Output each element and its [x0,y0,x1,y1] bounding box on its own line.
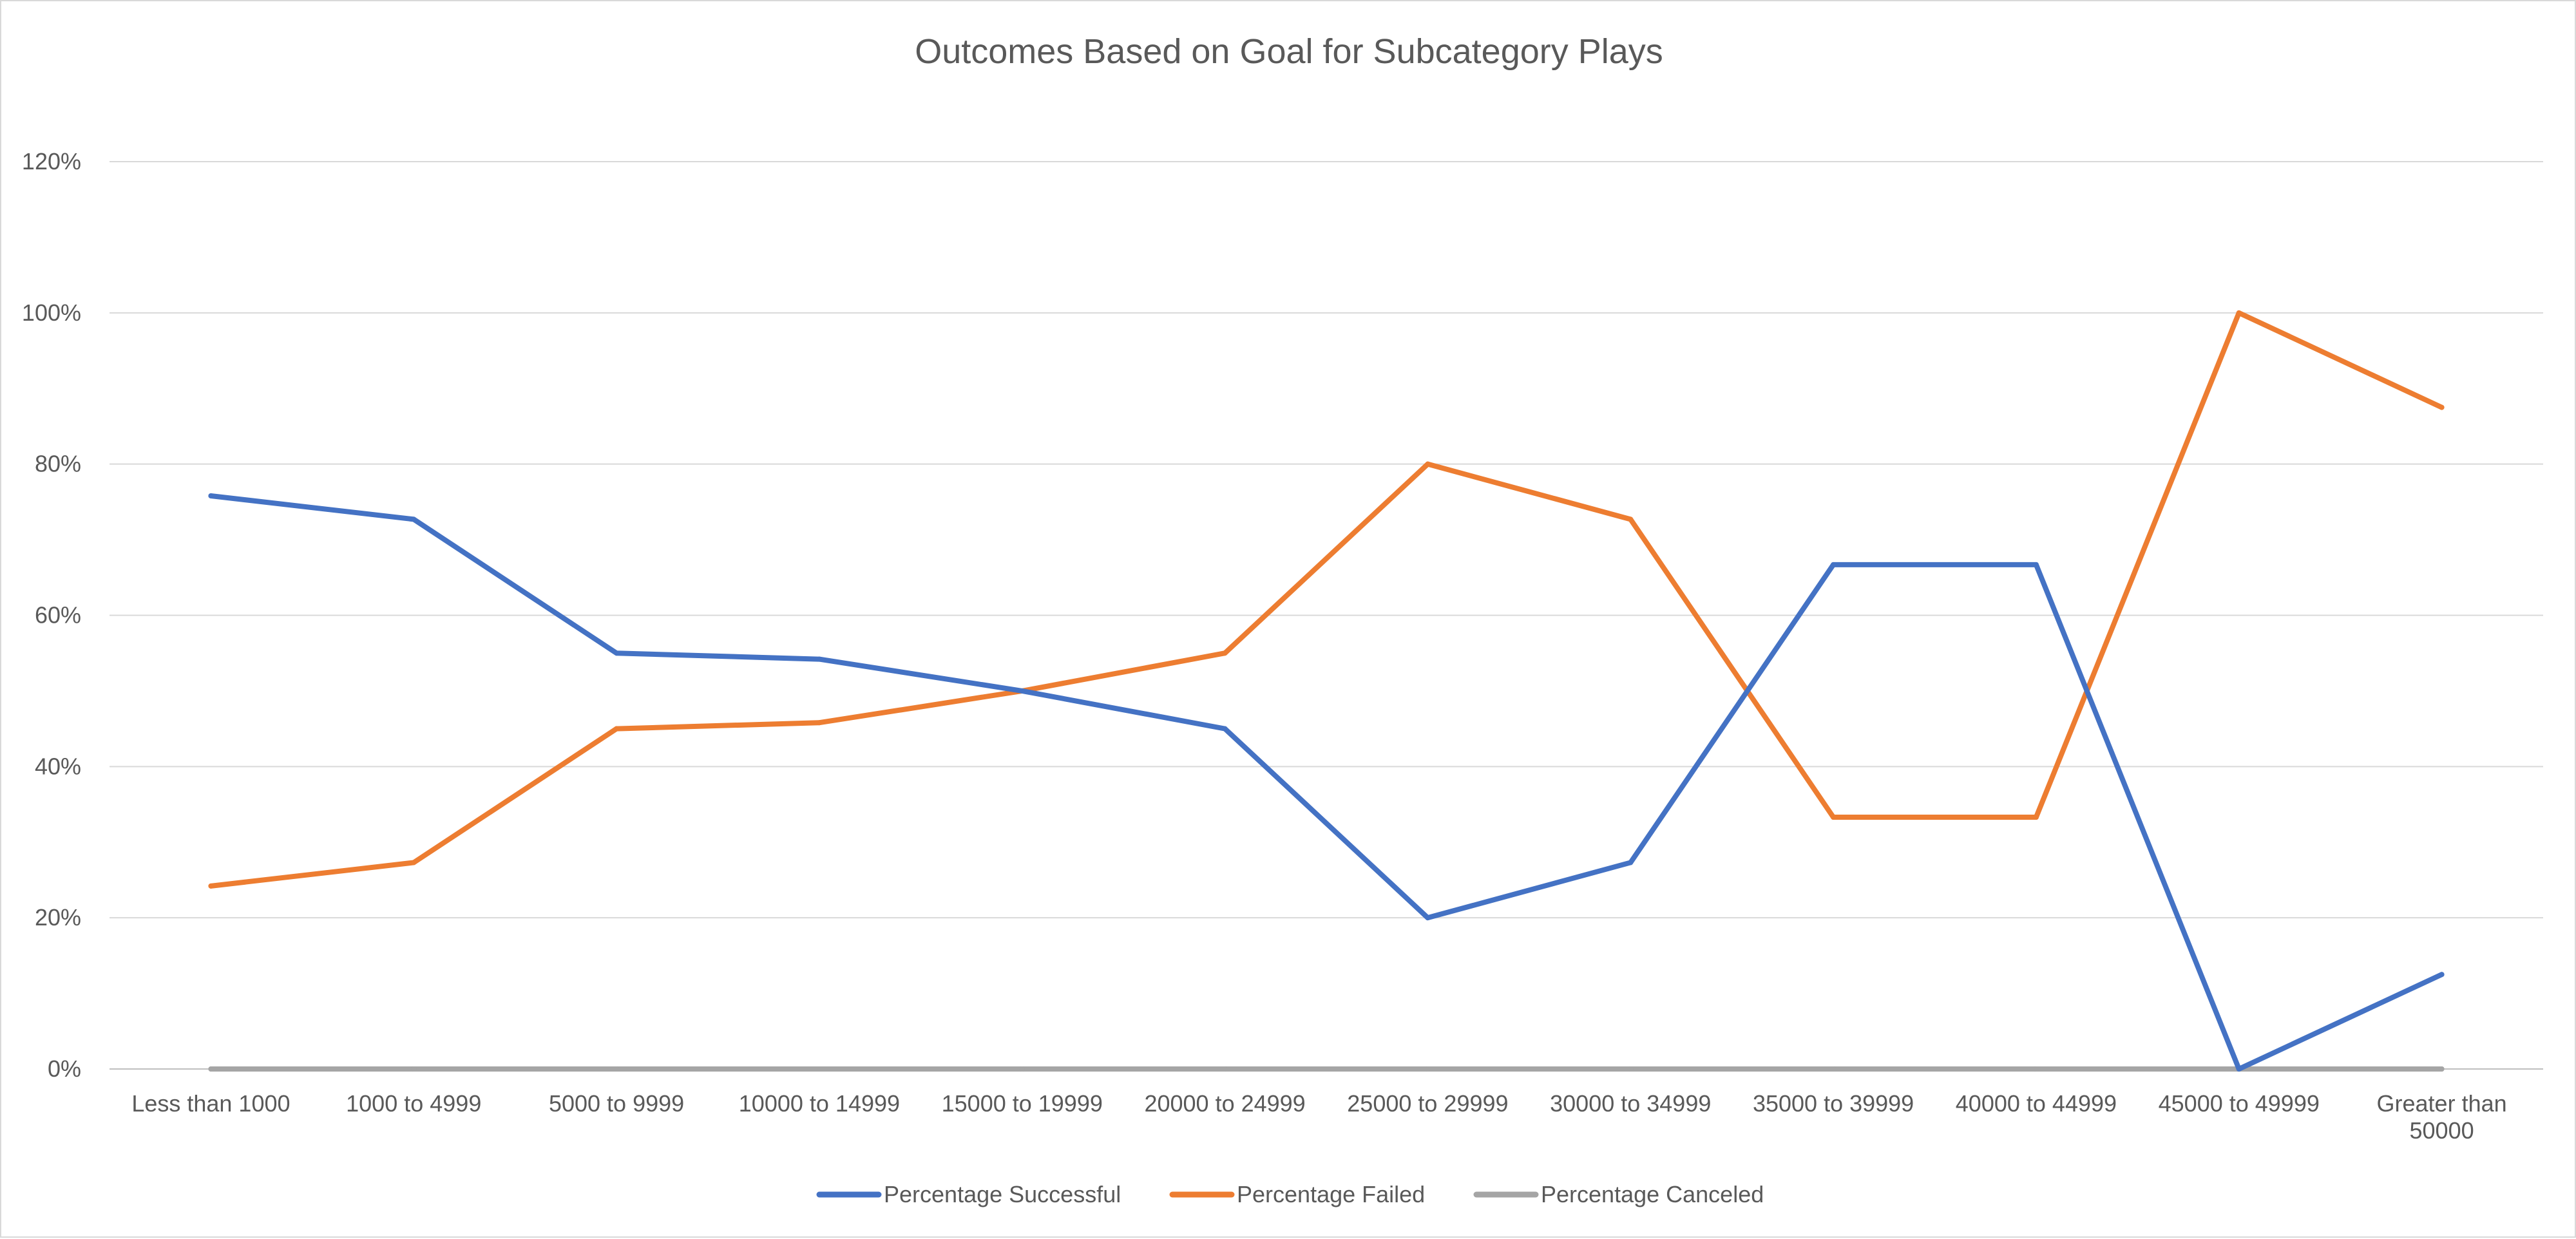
data-point [2236,310,2242,316]
data-point [2439,404,2445,410]
series-lines [208,310,2445,1072]
x-tick-label: Less than 1000 [131,1090,290,1117]
data-point [1831,562,1837,567]
data-point [2033,815,2039,820]
data-point [1019,688,1025,694]
y-tick-label: 0% [48,1055,81,1082]
data-point [614,650,620,656]
legend-label: Percentage Successful [884,1181,1121,1207]
data-point [208,1066,214,1072]
data-point [2033,562,2039,567]
chart-title: Outcomes Based on Goal for Subcategory P… [915,32,1663,71]
data-point [1628,1066,1634,1072]
legend: Percentage Successful Percentage Failed Pe… [816,1181,1764,1207]
data-point [816,656,822,662]
data-point [1425,915,1431,921]
y-axis-tick-labels: 0% 20% 40% 60% 80% 100% 120% [22,148,81,1082]
y-tick-label: 80% [35,451,81,477]
x-tick-label: Greater than 50000 [2377,1090,2507,1144]
data-point [1222,650,1228,656]
y-tick-label: 40% [35,753,81,779]
x-axis-tick-labels: Less than 1000 1000 to 4999 5000 to 9999 10… [131,1090,2506,1144]
legend-label: Percentage Canceled [1541,1181,1764,1207]
data-point [411,860,417,865]
data-point [1425,1066,1431,1072]
data-point [1019,1066,1025,1072]
data-point [1628,860,1634,865]
x-tick-label: 30000 to 34999 [1550,1090,1711,1117]
data-point [411,516,417,522]
data-point [816,1066,822,1072]
data-point [816,720,822,726]
data-point [1425,461,1431,467]
series-line-percentage-successful [208,493,2445,1072]
data-point [2439,1066,2445,1072]
legend-label: Percentage Failed [1237,1181,1425,1207]
y-tick-label: 20% [35,904,81,931]
data-point [411,1066,417,1072]
series-line-percentage-failed [208,310,2445,889]
x-tick-label: 10000 to 14999 [739,1090,900,1117]
x-tick-label: 25000 to 29999 [1347,1090,1508,1117]
data-point [614,726,620,732]
data-point [1628,516,1634,522]
x-tick-label: 20000 to 24999 [1144,1090,1305,1117]
x-tick-label: 35000 to 39999 [1753,1090,1914,1117]
data-point [2439,972,2445,978]
data-point [208,493,214,498]
data-point [614,1066,620,1072]
data-point [1222,726,1228,732]
data-point [208,883,214,889]
y-tick-label: 100% [22,299,81,326]
y-tick-label: 120% [22,148,81,175]
y-tick-label: 60% [35,602,81,629]
x-tick-label: 5000 to 9999 [549,1090,684,1117]
x-tick-label: 15000 to 19999 [942,1090,1103,1117]
data-point [1831,1066,1837,1072]
data-point [2236,1066,2242,1072]
data-point [1222,1066,1228,1072]
x-tick-label: 40000 to 44999 [1956,1090,2117,1117]
gridlines [110,161,2543,1070]
data-point [1831,815,1837,820]
data-point [2033,1066,2039,1072]
x-tick-label: 1000 to 4999 [346,1090,481,1117]
x-tick-label: 45000 to 49999 [2159,1090,2320,1117]
